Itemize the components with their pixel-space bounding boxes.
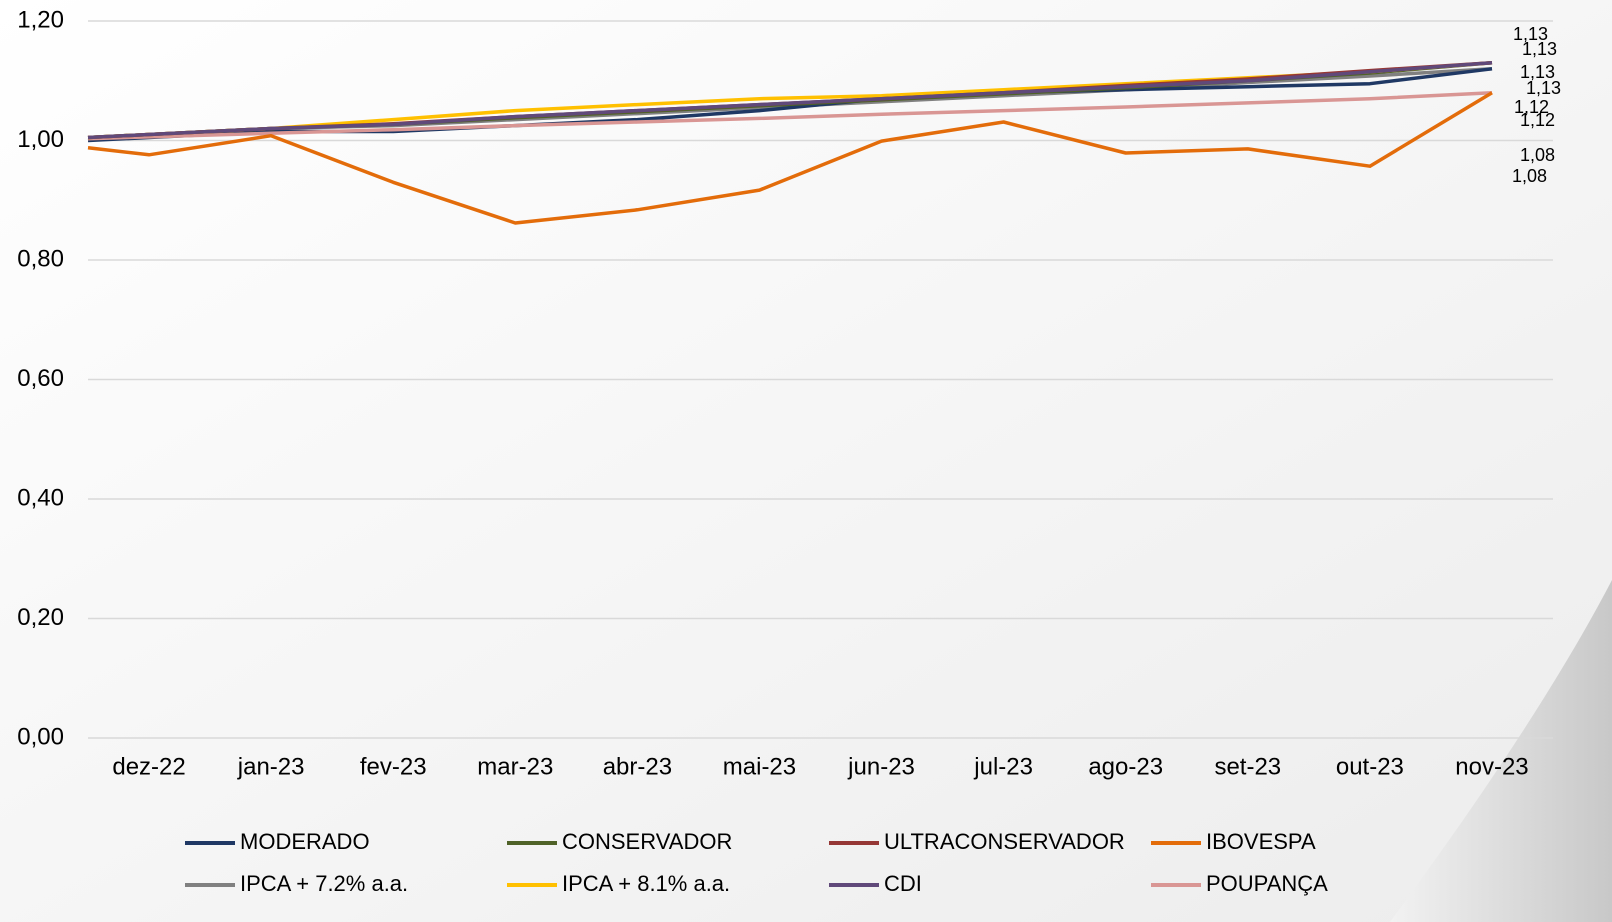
legend-label: CDI <box>884 871 922 896</box>
x-tick-label: jul-23 <box>973 753 1033 780</box>
y-tick-label: 1,00 <box>17 126 64 153</box>
data-label: 1,13 <box>1513 24 1548 44</box>
data-label: 1,13 <box>1520 62 1555 82</box>
legend-label: ULTRACONSERVADOR <box>884 829 1125 854</box>
plot-area: 0,00 0,20 0,40 0,60 0,80 1,00 1,20 dez-22 jan-23… <box>17 6 1561 895</box>
x-tick-label: out-23 <box>1336 753 1404 780</box>
series-line <box>87 67 1493 143</box>
y-tick-label: 0,20 <box>17 604 64 631</box>
data-label: 1,13 <box>1526 78 1561 98</box>
y-tick-label: 1,20 <box>17 6 64 33</box>
y-tick-label: 0,40 <box>17 484 64 511</box>
legend-label: MODERADO <box>240 829 370 854</box>
series-line <box>87 61 1493 140</box>
legend-label: CONSERVADOR <box>562 829 732 854</box>
data-label: 1,12 <box>1520 110 1555 130</box>
legend-label: IBOVESPA <box>1206 829 1316 854</box>
legend-label: POUPANÇA <box>1206 871 1328 896</box>
legend-label: IPCA + 8.1% a.a. <box>562 871 730 896</box>
x-tick-label: dez-22 <box>112 753 185 780</box>
data-label: 1,12 <box>1514 97 1549 117</box>
x-tick-label: set-23 <box>1214 753 1281 780</box>
decoration <box>1390 580 1612 922</box>
y-tick-label: 0,80 <box>17 245 64 272</box>
data-label: 1,08 <box>1512 166 1547 186</box>
x-tick-label: ago-23 <box>1088 753 1163 780</box>
x-tick-label: fev-23 <box>360 753 427 780</box>
series-line <box>87 91 1493 225</box>
series-line <box>87 90 1493 141</box>
x-tick-label: nov-23 <box>1455 753 1528 780</box>
data-label: 1,13 <box>1522 39 1557 59</box>
data-label: 1,08 <box>1520 145 1555 165</box>
legend-label: IPCA + 7.2% a.a. <box>240 871 408 896</box>
x-tick-label: jun-23 <box>847 753 915 780</box>
y-tick-label: 0,00 <box>17 723 64 750</box>
x-tick-label: mai-23 <box>723 753 796 780</box>
y-tick-label: 0,60 <box>17 365 64 392</box>
x-tick-label: abr-23 <box>603 753 672 780</box>
x-tick-label: mar-23 <box>477 753 553 780</box>
x-tick-label: jan-23 <box>237 753 305 780</box>
